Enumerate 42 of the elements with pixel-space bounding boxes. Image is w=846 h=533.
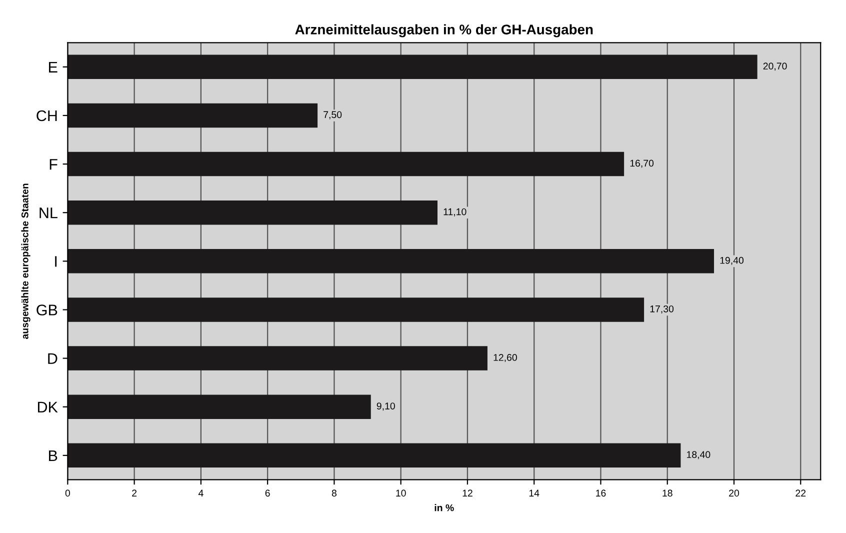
x-tick-label: 16: [596, 490, 606, 497]
x-tick-label: 22: [796, 490, 806, 496]
x-tick-label: 18: [662, 490, 672, 497]
x-tick-label: 20: [729, 490, 740, 497]
x-tick-label: 4: [198, 490, 204, 496]
x-tick-label: 6: [265, 490, 270, 497]
x-tick-label: 14: [529, 490, 540, 496]
bar: [68, 394, 371, 419]
y-tick-label: DK: [38, 402, 58, 412]
y-tick-label: I: [55, 256, 57, 267]
data-label: 19,40: [720, 256, 744, 265]
y-tick-label: D: [48, 353, 58, 364]
data-label: 12,60: [494, 354, 517, 362]
data-label: 20,70: [763, 62, 787, 71]
x-tick-label: 0: [65, 490, 70, 497]
x-tick-label: 10: [396, 490, 406, 497]
bar: [68, 200, 438, 225]
bar: [68, 103, 318, 128]
data-label: 7,50: [324, 111, 342, 120]
y-tick-label: B: [49, 450, 58, 461]
x-tick-label: 12: [462, 490, 472, 496]
y-tick-label: E: [49, 62, 58, 72]
y-tick-label: GB: [36, 304, 58, 316]
x-tick-label: 8: [332, 490, 336, 497]
bar: [68, 298, 644, 322]
bar: [68, 54, 758, 80]
y-tick-label: NL: [40, 208, 58, 218]
y-tick-label: F: [50, 159, 58, 170]
bar: [68, 249, 714, 274]
x-axis-title: in %: [434, 504, 454, 512]
data-label: 17,30: [650, 305, 674, 314]
data-label: 9,10: [376, 402, 395, 411]
bar: [68, 152, 624, 176]
y-axis-title: ausgewählte europäische Staaten: [21, 184, 30, 339]
y-tick-label: CH: [36, 110, 57, 122]
chart-title: Arzneimittelausgaben in % der GH-Ausgaben: [295, 24, 593, 38]
data-label: 11,10: [444, 208, 466, 216]
bar: [68, 346, 488, 370]
data-label: 18,40: [686, 451, 710, 460]
bar: [68, 443, 681, 468]
data-label: 16,70: [630, 160, 654, 168]
x-tick-label: 2: [132, 490, 137, 496]
